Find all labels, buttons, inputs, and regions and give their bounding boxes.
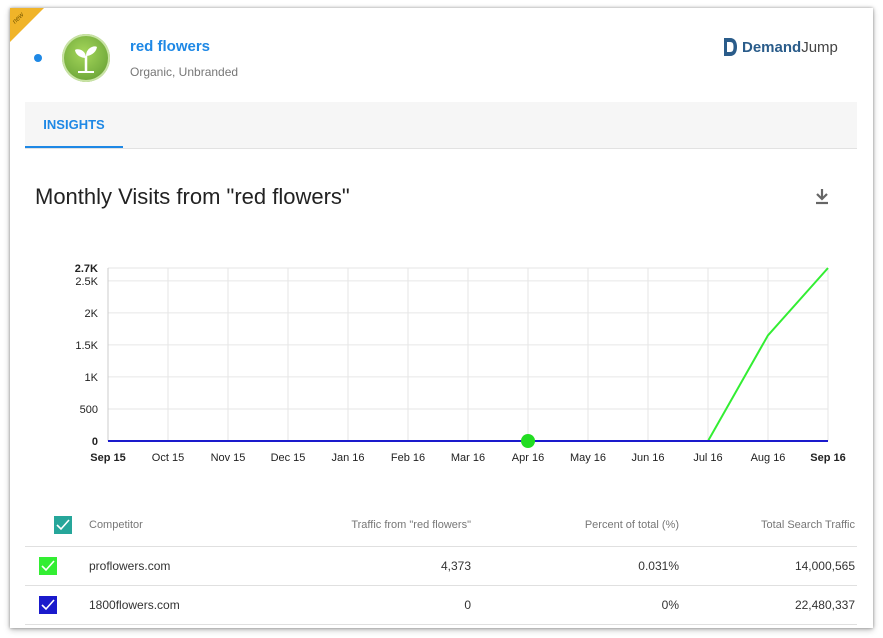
tab-insights[interactable]: INSIGHTS xyxy=(25,102,123,148)
x-tick-label: Oct 15 xyxy=(152,452,184,464)
x-tick-label: Jul 16 xyxy=(693,452,722,464)
y-tick-label: 500 xyxy=(80,404,98,416)
row-checkbox-proflowers[interactable] xyxy=(39,557,57,575)
header-traffic: Traffic from "red flowers" xyxy=(290,504,472,547)
x-tick-label: May 16 xyxy=(570,452,606,464)
total-traffic-value: 22,480,337 xyxy=(680,585,857,625)
traffic-value: 0 xyxy=(290,585,472,625)
header-total-traffic: Total Search Traffic xyxy=(680,504,857,547)
keyword-subtitle: Organic, Unbranded xyxy=(130,65,239,79)
demandjump-logo-icon xyxy=(724,38,737,56)
x-tick-label: Jun 16 xyxy=(631,452,664,464)
x-tick-label: Dec 15 xyxy=(271,452,306,464)
y-tick-label: 2.7K xyxy=(75,263,98,275)
header-percent: Percent of total (%) xyxy=(472,504,680,547)
percent-value: 0% xyxy=(472,585,680,625)
competitor-name: proflowers.com xyxy=(88,546,290,586)
chart-title: Monthly Visits from "red flowers" xyxy=(35,184,350,209)
competitor-name: 1800flowers.com xyxy=(88,585,290,625)
x-tick-label: Mar 16 xyxy=(451,452,485,464)
y-tick-label: 2K xyxy=(85,308,99,320)
status-dot xyxy=(34,54,42,62)
new-ribbon: new xyxy=(10,8,44,42)
y-tick-label: 1K xyxy=(85,372,99,384)
x-tick-label: Apr 16 xyxy=(512,452,544,464)
row-checkbox-1800flowers[interactable] xyxy=(39,596,57,614)
x-tick-label: Sep 16 xyxy=(810,452,845,464)
table-header-row: Competitor Traffic from "red flowers" Pe… xyxy=(25,504,857,547)
line-chart: 0 500 1K 1.5K 2K 2.5K2.7K Sep 15 Oct 15 Nov 15 De… xyxy=(75,263,846,464)
traffic-value: 4,373 xyxy=(290,546,472,586)
keyword-card: new red flowers Organic, Unbranded Deman… xyxy=(10,8,873,628)
table-row: 1800flowers.com 0 0% 22,480,337 xyxy=(25,585,857,625)
keyword-title[interactable]: red flowers xyxy=(130,38,211,55)
tab-bar: INSIGHTS xyxy=(25,102,857,149)
select-all-checkbox[interactable] xyxy=(54,516,72,534)
percent-value: 0.031% xyxy=(472,546,680,586)
demandjump-logo: Demand Jump xyxy=(722,36,838,58)
sprout-avatar-icon xyxy=(62,34,110,82)
x-tick-label: Jan 16 xyxy=(331,452,364,464)
y-tick-label: 0 xyxy=(92,436,98,448)
x-tick-label: Sep 15 xyxy=(90,452,125,464)
download-icon[interactable] xyxy=(812,186,832,206)
header-competitor: Competitor xyxy=(88,504,290,547)
y-tick-label: 2.5K xyxy=(75,276,98,288)
x-tick-label: Nov 15 xyxy=(211,452,246,464)
logo-text-demand: Demand xyxy=(742,38,802,56)
competitor-table: Competitor Traffic from "red flowers" Pe… xyxy=(25,504,857,625)
logo-text-jump: Jump xyxy=(801,38,838,56)
x-tick-label: Aug 16 xyxy=(751,452,786,464)
highlight-point xyxy=(521,434,535,448)
total-traffic-value: 14,000,565 xyxy=(680,546,857,586)
y-tick-label: 1.5K xyxy=(75,340,98,352)
x-tick-label: Feb 16 xyxy=(391,452,425,464)
table-row: proflowers.com 4,373 0.031% 14,000,565 xyxy=(25,546,857,586)
